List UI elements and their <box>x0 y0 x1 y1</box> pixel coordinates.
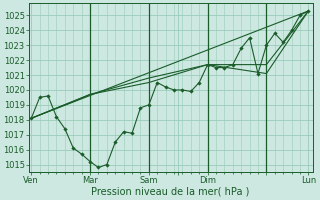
X-axis label: Pression niveau de la mer( hPa ): Pression niveau de la mer( hPa ) <box>92 187 250 197</box>
